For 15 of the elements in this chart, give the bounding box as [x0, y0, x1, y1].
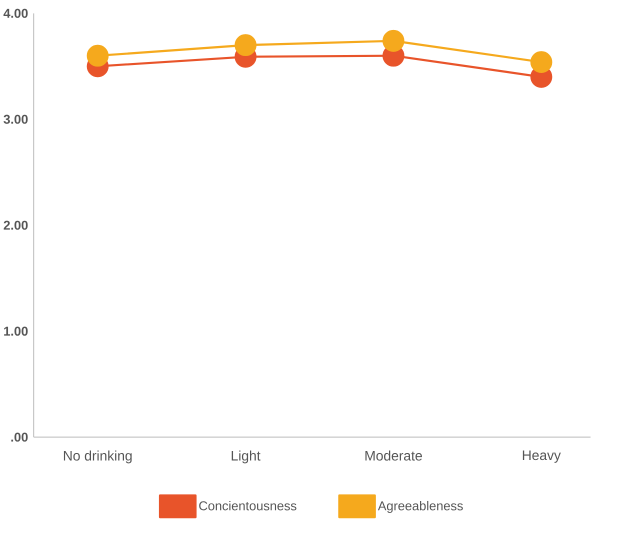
point	[86, 44, 109, 67]
x-tick-label: Heavy	[522, 450, 561, 463]
point	[382, 30, 404, 52]
point	[234, 34, 257, 56]
y-tick-label: 4.00	[3, 8, 28, 18]
x-tick-label: Moderate	[365, 450, 422, 461]
x-tick-label: No drinking	[64, 450, 132, 464]
legend-label: Concientousness	[199, 501, 296, 510]
x-tick-label: Light	[232, 450, 260, 464]
point	[530, 51, 552, 74]
y-tick-label: .00	[11, 432, 28, 442]
y-tick-label: 3.00	[4, 114, 28, 124]
y-tick-label: 1.00	[4, 326, 28, 336]
legend-label: Agreeableness	[378, 501, 463, 513]
y-tick-label: 2.00	[4, 220, 28, 230]
